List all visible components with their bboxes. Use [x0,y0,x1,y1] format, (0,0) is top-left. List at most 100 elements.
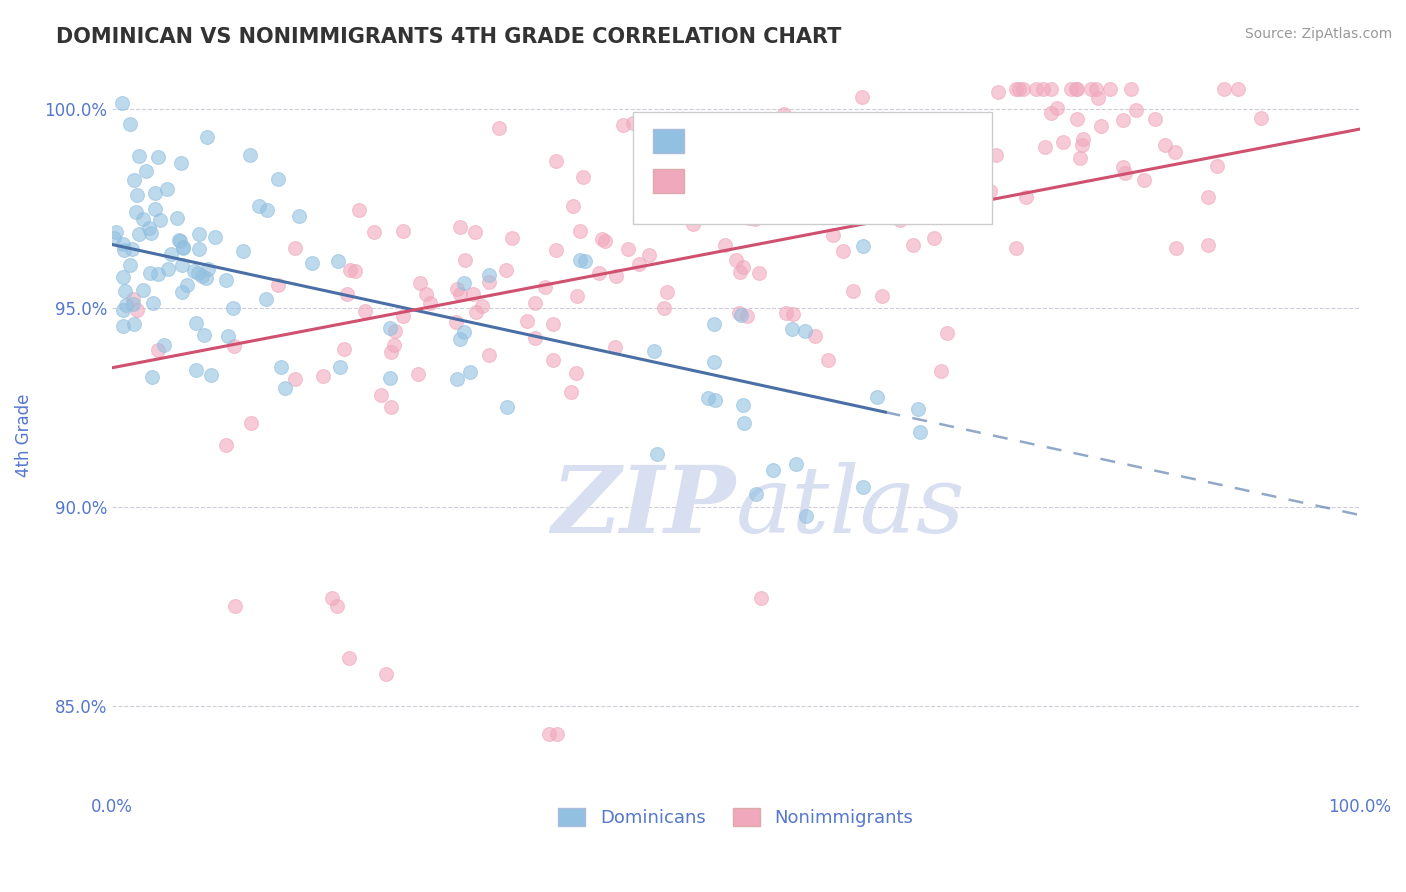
Point [267,277,290,292]
Point [274,381,297,395]
Point [121,242,143,256]
Point [541,353,564,368]
Point [1032,82,1054,96]
Point [537,727,560,741]
Point [146,267,169,281]
Point [194,271,217,285]
Point [111,319,134,334]
Point [135,163,157,178]
Point [176,278,198,293]
Point [821,228,844,243]
Point [378,321,401,335]
Point [645,448,668,462]
Point [122,292,145,306]
Point [195,129,218,144]
Point [875,178,897,192]
Point [852,480,875,494]
Point [321,591,343,606]
Point [875,160,897,174]
Point [458,365,481,379]
Point [901,238,924,252]
Point [111,237,134,252]
Text: ZIP: ZIP [551,462,735,552]
Point [574,254,596,268]
Text: DOMINICAN VS NONIMMIGRANTS 4TH GRADE CORRELATION CHART: DOMINICAN VS NONIMMIGRANTS 4TH GRADE COR… [56,27,842,46]
Point [329,360,352,375]
Point [464,225,486,239]
Point [987,85,1010,99]
Point [283,241,305,255]
Point [591,232,613,246]
Point [724,252,747,267]
Point [1090,119,1112,133]
Point [1084,82,1107,96]
Point [172,241,194,255]
Point [1046,101,1069,115]
Point [214,273,236,287]
Point [866,390,889,404]
Point [170,155,193,169]
Point [167,233,190,247]
Point [565,289,588,303]
Point [1087,91,1109,105]
Point [1197,237,1219,252]
Point [363,226,385,240]
Point [409,277,432,291]
Point [501,231,523,245]
Point [762,463,785,477]
Point [1064,82,1087,96]
Point [727,306,749,320]
Point [370,388,392,402]
Point [488,121,510,136]
Text: -0.328: -0.328 [744,132,807,150]
Point [621,116,644,130]
Point [125,188,148,202]
Point [112,243,135,257]
Point [149,212,172,227]
Point [477,275,499,289]
Point [453,276,475,290]
Point [733,260,755,275]
Point [682,217,704,231]
Point [172,240,194,254]
Point [128,227,150,241]
Point [453,325,475,339]
Point [184,316,207,330]
Point [156,182,179,196]
Text: 0.422: 0.422 [744,172,813,190]
Point [1039,106,1062,120]
Point [463,286,485,301]
Point [785,458,807,472]
Point [184,363,207,377]
Text: R =: R = [693,172,731,190]
Point [737,176,759,190]
Point [703,318,725,332]
Point [344,264,367,278]
Point [731,398,754,412]
Point [643,343,665,358]
Point [128,149,150,163]
Point [139,266,162,280]
Point [193,327,215,342]
Point [692,162,714,177]
Point [1025,82,1047,96]
Point [730,309,752,323]
Point [544,154,567,169]
Point [703,392,725,407]
Point [478,348,501,362]
Point [703,354,725,368]
Point [1015,190,1038,204]
Point [384,338,406,352]
Point [986,147,1008,161]
Point [333,342,356,356]
Point [104,225,127,239]
Point [495,263,517,277]
Point [714,237,737,252]
Point [392,309,415,323]
Point [804,329,827,343]
Point [730,265,752,279]
Point [449,332,471,346]
Point [1098,82,1121,96]
Point [166,211,188,226]
Point [1033,140,1056,154]
